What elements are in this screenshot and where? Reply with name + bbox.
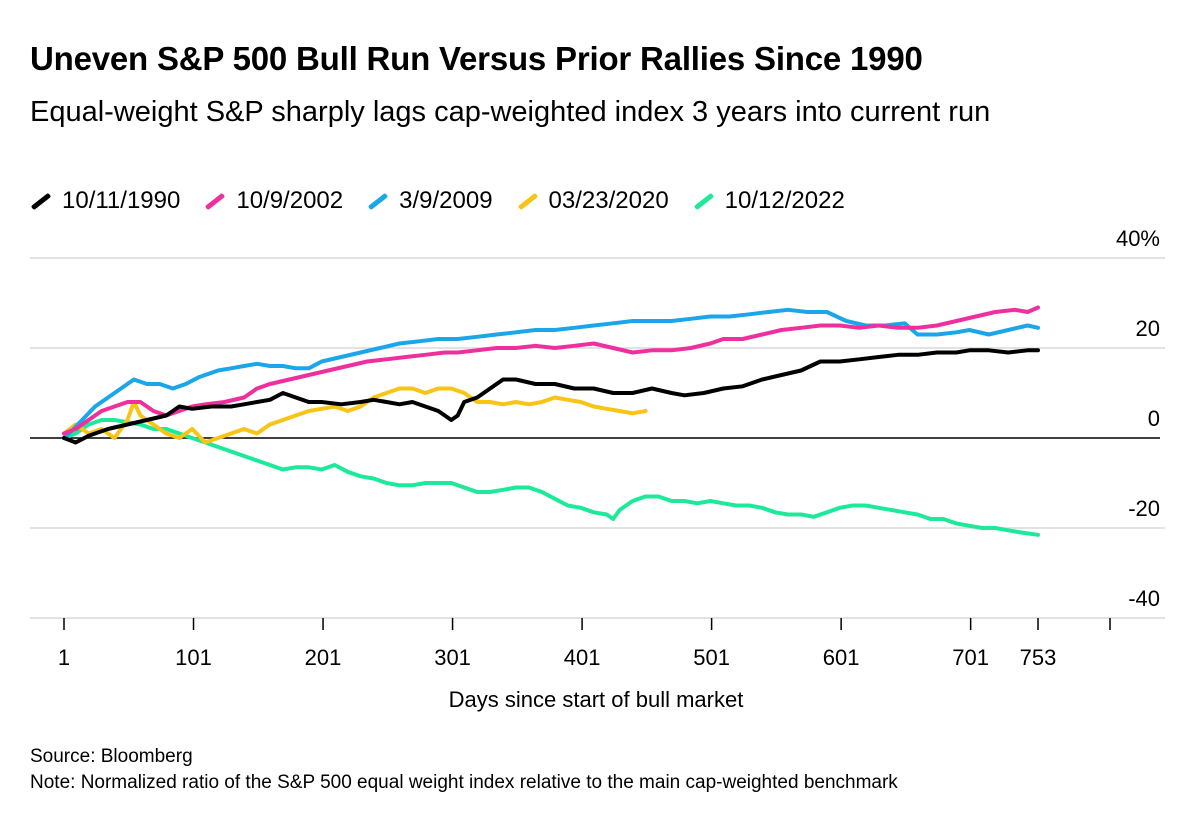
x-tick-label-101: 101 [175, 645, 212, 670]
y-tick-label--40: -40 [1128, 586, 1160, 611]
x-tick-label-401: 401 [564, 645, 601, 670]
x-axis-title: Days since start of bull market [449, 687, 744, 712]
footnote: Note: Normalized ratio of the S&P 500 eq… [30, 772, 898, 793]
chart-subtitle: Equal-weight S&P sharply lags cap-weight… [30, 96, 991, 128]
line-chart: 40% 20 0 -20 -40 1 101 201 301 401 501 601 701 753 Day… [30, 226, 1165, 712]
y-tick-label--20: -20 [1128, 496, 1160, 521]
series-line-10-9-2002 [62, 305, 1040, 436]
legend-label-2009: 3/9/2009 [399, 187, 493, 214]
x-tick-label-701: 701 [952, 645, 989, 670]
legend-item-2022: 10/12/2022 [693, 187, 845, 215]
legend-item-2002: 10/9/2002 [204, 187, 343, 215]
legend-label-2020: 03/23/2020 [548, 187, 669, 214]
legend-item-2020: 03/23/2020 [517, 187, 669, 215]
legend-label-2022: 10/12/2022 [724, 187, 845, 214]
legend: 10/11/1990 10/9/2002 3/9/2009 03/23/2020… [30, 184, 869, 218]
y-tick-label-40: 40% [1116, 226, 1160, 251]
legend-item-1990: 10/11/1990 [30, 187, 180, 215]
legend-label-2002: 10/9/2002 [236, 187, 344, 214]
y-tick-label-0: 0 [1148, 406, 1160, 431]
series-line-10-12-2022 [62, 418, 1040, 537]
chart-title: Uneven S&P 500 Bull Run Versus Prior Ral… [30, 40, 923, 77]
x-tick-label-201: 201 [305, 645, 342, 670]
x-tick-label-301: 301 [434, 645, 471, 670]
x-tick-label-601: 601 [823, 645, 860, 670]
legend-label-1990: 10/11/1990 [62, 187, 181, 214]
x-tick-label-753: 753 [1020, 645, 1057, 670]
x-tick-label-1: 1 [58, 645, 70, 670]
source-note: Source: Bloomberg [30, 746, 193, 767]
series-line-03-23-2020 [62, 386, 648, 445]
series-line-10-11-1990 [62, 348, 1040, 445]
legend-item-2009: 3/9/2009 [367, 187, 493, 215]
y-tick-label-20: 20 [1136, 316, 1160, 341]
x-tick-label-501: 501 [693, 645, 730, 670]
